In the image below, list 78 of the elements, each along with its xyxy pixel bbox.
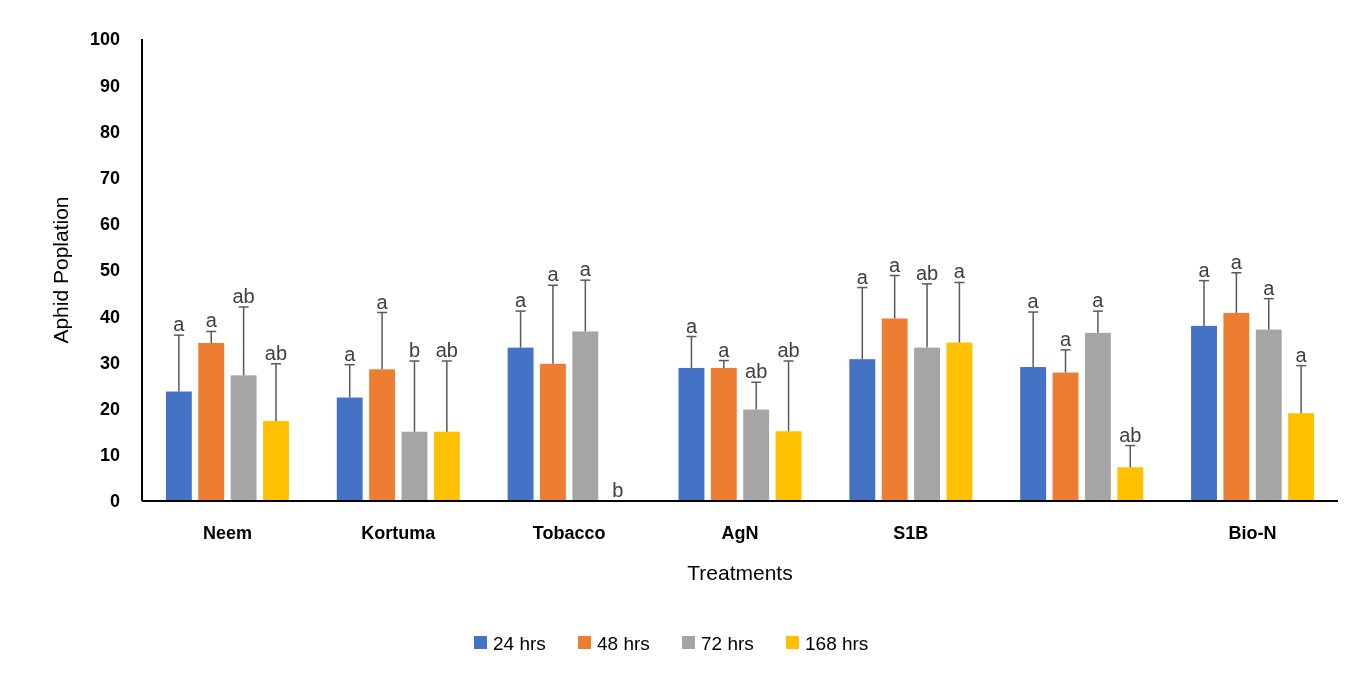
y-tick-label: 60	[99, 214, 120, 235]
annotation: a	[856, 265, 869, 288]
bar	[1191, 325, 1217, 501]
x-tick-label: AgN	[721, 523, 759, 543]
annotation: a	[685, 314, 698, 337]
annotation: a	[1295, 343, 1308, 366]
y-axis-title: Aphid Poplation	[49, 196, 72, 344]
bar	[710, 367, 737, 501]
bar	[946, 342, 973, 501]
annotation: a	[515, 289, 528, 312]
bar	[1084, 332, 1111, 501]
annotation: a	[1263, 276, 1276, 299]
bar	[507, 347, 534, 501]
bar	[401, 431, 428, 501]
bar	[369, 369, 396, 501]
bar	[572, 331, 599, 501]
legend-label: 168 hrs	[805, 632, 869, 654]
annotation: a	[579, 258, 592, 281]
x-tick-label: Kortuma	[361, 523, 437, 543]
annotation: ab	[232, 284, 255, 307]
bar	[1052, 372, 1079, 501]
annotation: a	[953, 260, 966, 283]
x-tick-label: Bio-N	[1228, 523, 1277, 543]
bar	[1020, 367, 1047, 501]
y-tick-label: 20	[99, 398, 120, 419]
x-tick-label: S1B	[893, 523, 929, 543]
y-tick-label: 30	[99, 352, 120, 373]
y-tick-label: 70	[99, 167, 120, 188]
annotation: b	[612, 479, 624, 501]
x-axis-title: Treatments	[687, 561, 793, 584]
bar	[1223, 312, 1250, 501]
annotation: b	[408, 339, 421, 362]
annotation: a	[376, 290, 389, 313]
annotation: ab	[915, 261, 939, 284]
x-tick-label: Neem	[202, 523, 252, 543]
bar	[743, 409, 770, 501]
bar	[336, 397, 363, 501]
annotation: a	[1059, 327, 1072, 350]
annotation: a	[1198, 258, 1211, 281]
bar	[849, 359, 876, 501]
legend-label: 72 hrs	[701, 632, 754, 654]
bar	[433, 431, 460, 501]
annotation: ab	[777, 339, 800, 362]
bar	[1255, 329, 1282, 501]
bar	[1288, 413, 1315, 501]
x-tick-label: Tobacco	[532, 523, 606, 543]
annotation: a	[1092, 289, 1105, 312]
y-tick-label: 0	[109, 491, 120, 512]
annotation: a	[205, 309, 218, 332]
annotation: ab	[264, 341, 288, 364]
annotation: a	[547, 263, 560, 286]
annotation: a	[718, 338, 731, 361]
bar	[914, 347, 940, 501]
bar	[165, 391, 192, 501]
bar	[198, 343, 225, 501]
y-tick-label: 10	[99, 445, 120, 466]
annotation: ab	[435, 339, 458, 362]
bar	[678, 367, 705, 501]
bar	[540, 363, 566, 501]
annotation: a	[1230, 250, 1243, 273]
bar	[881, 318, 908, 501]
y-tick-label: 40	[99, 306, 120, 327]
bar	[230, 375, 257, 501]
annotation: a	[1027, 290, 1040, 313]
bar	[263, 421, 289, 501]
bar	[1117, 467, 1144, 501]
y-tick-label: 50	[99, 260, 120, 281]
annotation: ab	[745, 360, 768, 383]
annotation: ab	[1119, 423, 1142, 446]
y-tick-label: 100	[89, 29, 120, 50]
annotation: a	[889, 253, 902, 276]
legend-label: 48 hrs	[597, 632, 650, 654]
y-tick-label: 80	[99, 121, 120, 142]
legend-label: 24 hrs	[493, 632, 546, 654]
annotation: a	[173, 313, 186, 336]
bar	[775, 431, 802, 501]
y-tick-label: 90	[99, 75, 120, 96]
annotation: a	[344, 342, 357, 365]
